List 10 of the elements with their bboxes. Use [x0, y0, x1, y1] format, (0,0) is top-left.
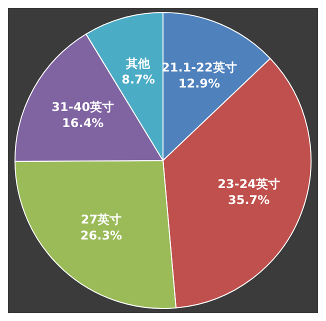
data-label: 26.3% [80, 228, 122, 242]
data-label: 12.9% [178, 76, 220, 90]
data-label: 16.4% [62, 116, 104, 130]
data-label: 35.7% [228, 193, 270, 208]
slice-label: 27英寸 [80, 212, 122, 226]
data-label: 8.7% [122, 72, 155, 86]
slice-label: 21.1-22英寸 [162, 60, 237, 74]
slice-label: 31-40英寸 [52, 100, 114, 114]
slice-label: 其他 [125, 56, 152, 70]
slice-label: 23-24英寸 [218, 177, 280, 192]
